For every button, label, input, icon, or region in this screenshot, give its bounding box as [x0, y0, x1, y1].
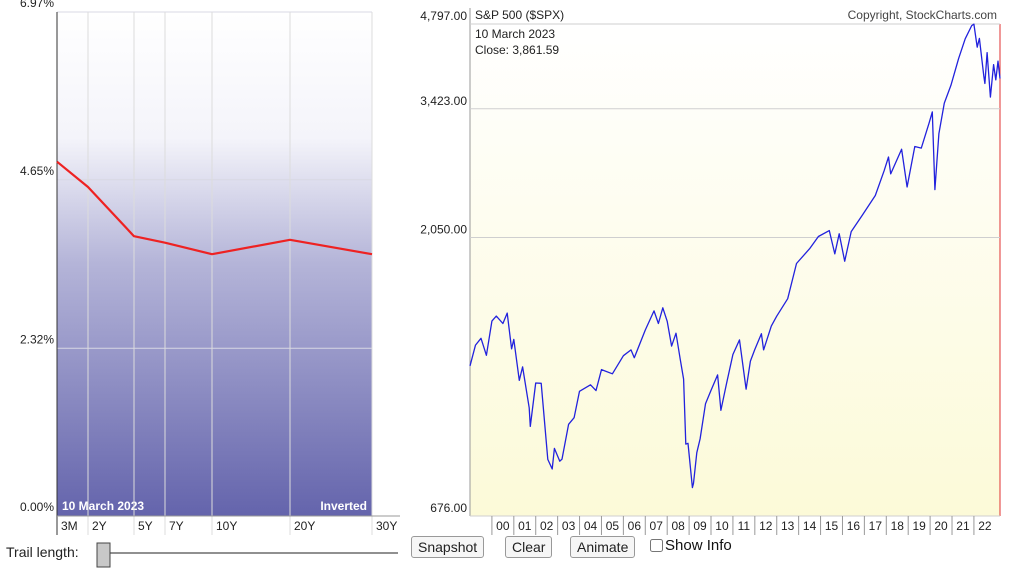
x-tick-label: 03 [562, 519, 576, 533]
x-tick-label: 02 [540, 519, 554, 533]
x-tick-label: 22 [978, 519, 992, 533]
x-tick-label: 00 [496, 519, 510, 533]
snapshot-button[interactable]: Snapshot [411, 536, 485, 558]
x-tick-label: 21 [956, 519, 970, 533]
slider-thumb[interactable] [96, 542, 111, 568]
x-tick-label: 20 [934, 519, 948, 533]
x-tick-label: 13 [781, 519, 795, 533]
x-tick-label: 06 [628, 519, 642, 533]
x-tick-label: 08 [671, 519, 685, 533]
show-info-label: Show Info [665, 537, 732, 554]
x-tick-label: 3M [61, 519, 78, 533]
x-tick-label: 19 [912, 519, 926, 533]
price-plot [470, 24, 1000, 516]
x-tick-label: 11 [738, 519, 751, 533]
x-tick-label: 7Y [169, 519, 184, 533]
data-line [469, 23, 1001, 489]
data-line [56, 160, 373, 256]
x-tick-label: 20Y [294, 519, 315, 533]
yield-date: 10 March 2023 [62, 499, 144, 513]
x-tick-label: 30Y [376, 519, 397, 533]
copyright: Copyright, StockCharts.com [848, 8, 997, 22]
y-tick-label: 676.00 [430, 501, 467, 515]
y-tick-label: 4.65% [20, 164, 54, 178]
chart-title: S&P 500 ($SPX) [475, 8, 564, 22]
x-tick-label: 07 [650, 519, 664, 533]
x-tick-label: 17 [869, 519, 883, 533]
x-tick-label: 5Y [138, 519, 153, 533]
y-tick-label: 6.97% [20, 0, 54, 10]
clear-button[interactable]: Clear [505, 536, 553, 558]
x-tick-label: 04 [584, 519, 598, 533]
x-tick-label: 15 [825, 519, 839, 533]
x-tick-label: 05 [606, 519, 620, 533]
y-tick-label: 0.00% [20, 500, 54, 514]
x-tick-label: 09 [693, 519, 707, 533]
y-tick-label: 3,423.00 [420, 94, 467, 108]
x-tick-label: 01 [518, 519, 532, 533]
x-tick-label: 10 [715, 519, 729, 533]
close-label: Close: 3,861.59 [475, 43, 559, 57]
animate-button[interactable]: Animate [570, 536, 636, 558]
x-tick-label: 18 [891, 519, 905, 533]
x-tick-label: 2Y [92, 519, 107, 533]
x-tick-label: 14 [803, 519, 817, 533]
price-date: 10 March 2023 [475, 27, 555, 41]
show-info[interactable]: Show Info [650, 537, 732, 554]
x-tick-label: 12 [759, 519, 773, 533]
y-tick-label: 2,050.00 [420, 223, 467, 237]
y-tick-label: 4,797.00 [420, 9, 467, 23]
trail-label: Trail length: [6, 544, 79, 560]
yield-plot [57, 12, 372, 516]
x-tick-label: 10Y [216, 519, 237, 533]
yield-status: Inverted [320, 499, 367, 513]
show-info-checkbox[interactable] [650, 539, 663, 552]
x-tick-label: 16 [847, 519, 861, 533]
y-tick-label: 2.32% [20, 332, 54, 346]
